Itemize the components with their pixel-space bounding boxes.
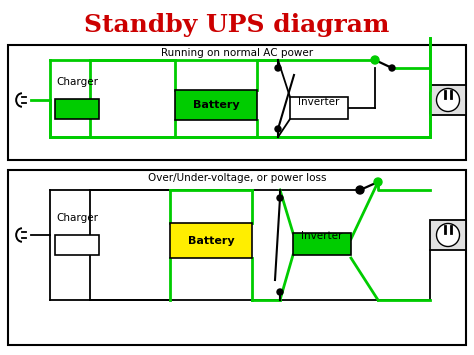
- Circle shape: [356, 186, 364, 194]
- Bar: [55, 235, 99, 255]
- Text: Over/Under-voltage, or power loss: Over/Under-voltage, or power loss: [148, 173, 326, 183]
- Text: Battery: Battery: [188, 235, 234, 246]
- Bar: [175, 90, 257, 120]
- Circle shape: [437, 88, 459, 111]
- Bar: [8, 170, 466, 345]
- Text: Charger: Charger: [56, 77, 98, 87]
- Circle shape: [275, 126, 281, 132]
- Circle shape: [277, 289, 283, 295]
- Text: Battery: Battery: [193, 100, 239, 110]
- Circle shape: [371, 56, 379, 64]
- Text: Inverter: Inverter: [298, 97, 340, 107]
- Circle shape: [275, 65, 281, 71]
- Bar: [55, 99, 99, 119]
- Circle shape: [374, 178, 382, 186]
- Text: Charger: Charger: [56, 213, 98, 223]
- Bar: [293, 233, 351, 255]
- Text: Running on normal AC power: Running on normal AC power: [161, 48, 313, 58]
- Text: Inverter: Inverter: [301, 231, 343, 241]
- Circle shape: [389, 65, 395, 71]
- Bar: [8, 45, 466, 160]
- Bar: [430, 220, 466, 250]
- Bar: [290, 97, 348, 119]
- Circle shape: [277, 195, 283, 201]
- Text: Standby UPS diagram: Standby UPS diagram: [84, 13, 390, 37]
- Bar: [170, 223, 252, 258]
- Bar: [430, 85, 466, 115]
- Circle shape: [437, 224, 459, 246]
